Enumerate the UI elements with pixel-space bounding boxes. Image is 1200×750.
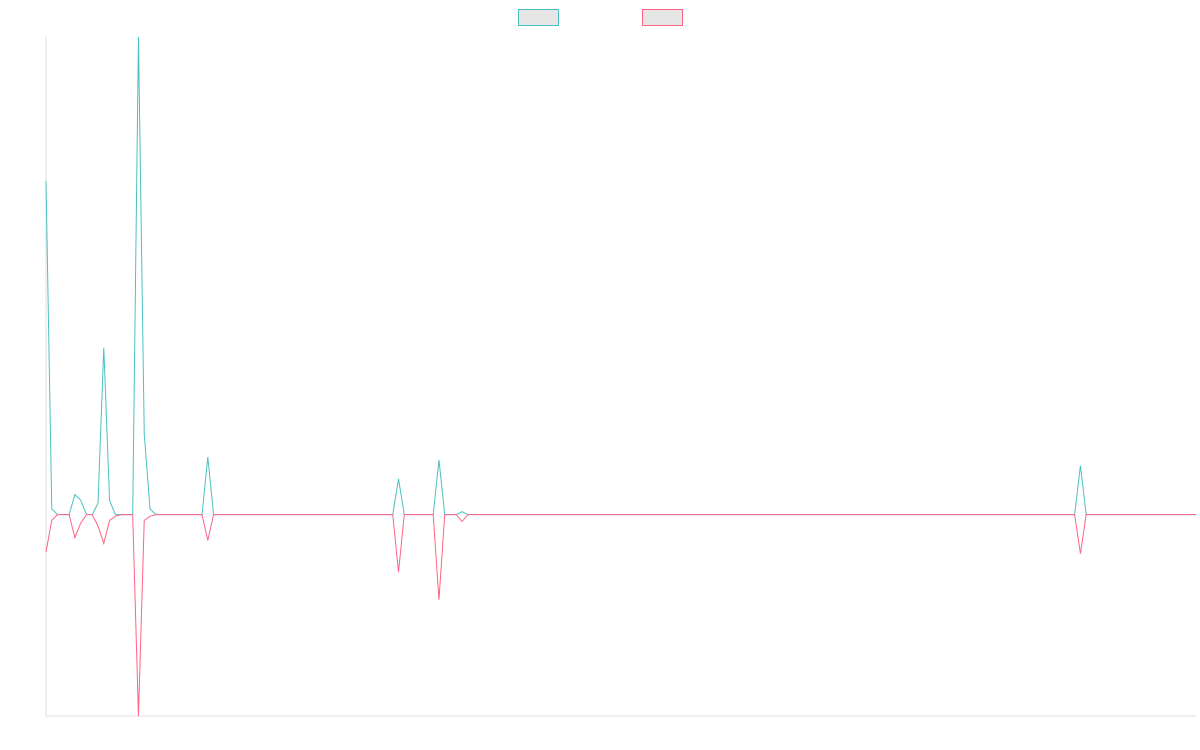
plot-area bbox=[45, 36, 1196, 717]
legend-swatch-2[interactable] bbox=[642, 9, 683, 26]
series-line-1 bbox=[45, 36, 1196, 516]
legend bbox=[518, 9, 683, 26]
series-line-2 bbox=[45, 514, 1196, 717]
legend-swatch-1[interactable] bbox=[518, 9, 559, 26]
axes bbox=[45, 37, 1196, 717]
